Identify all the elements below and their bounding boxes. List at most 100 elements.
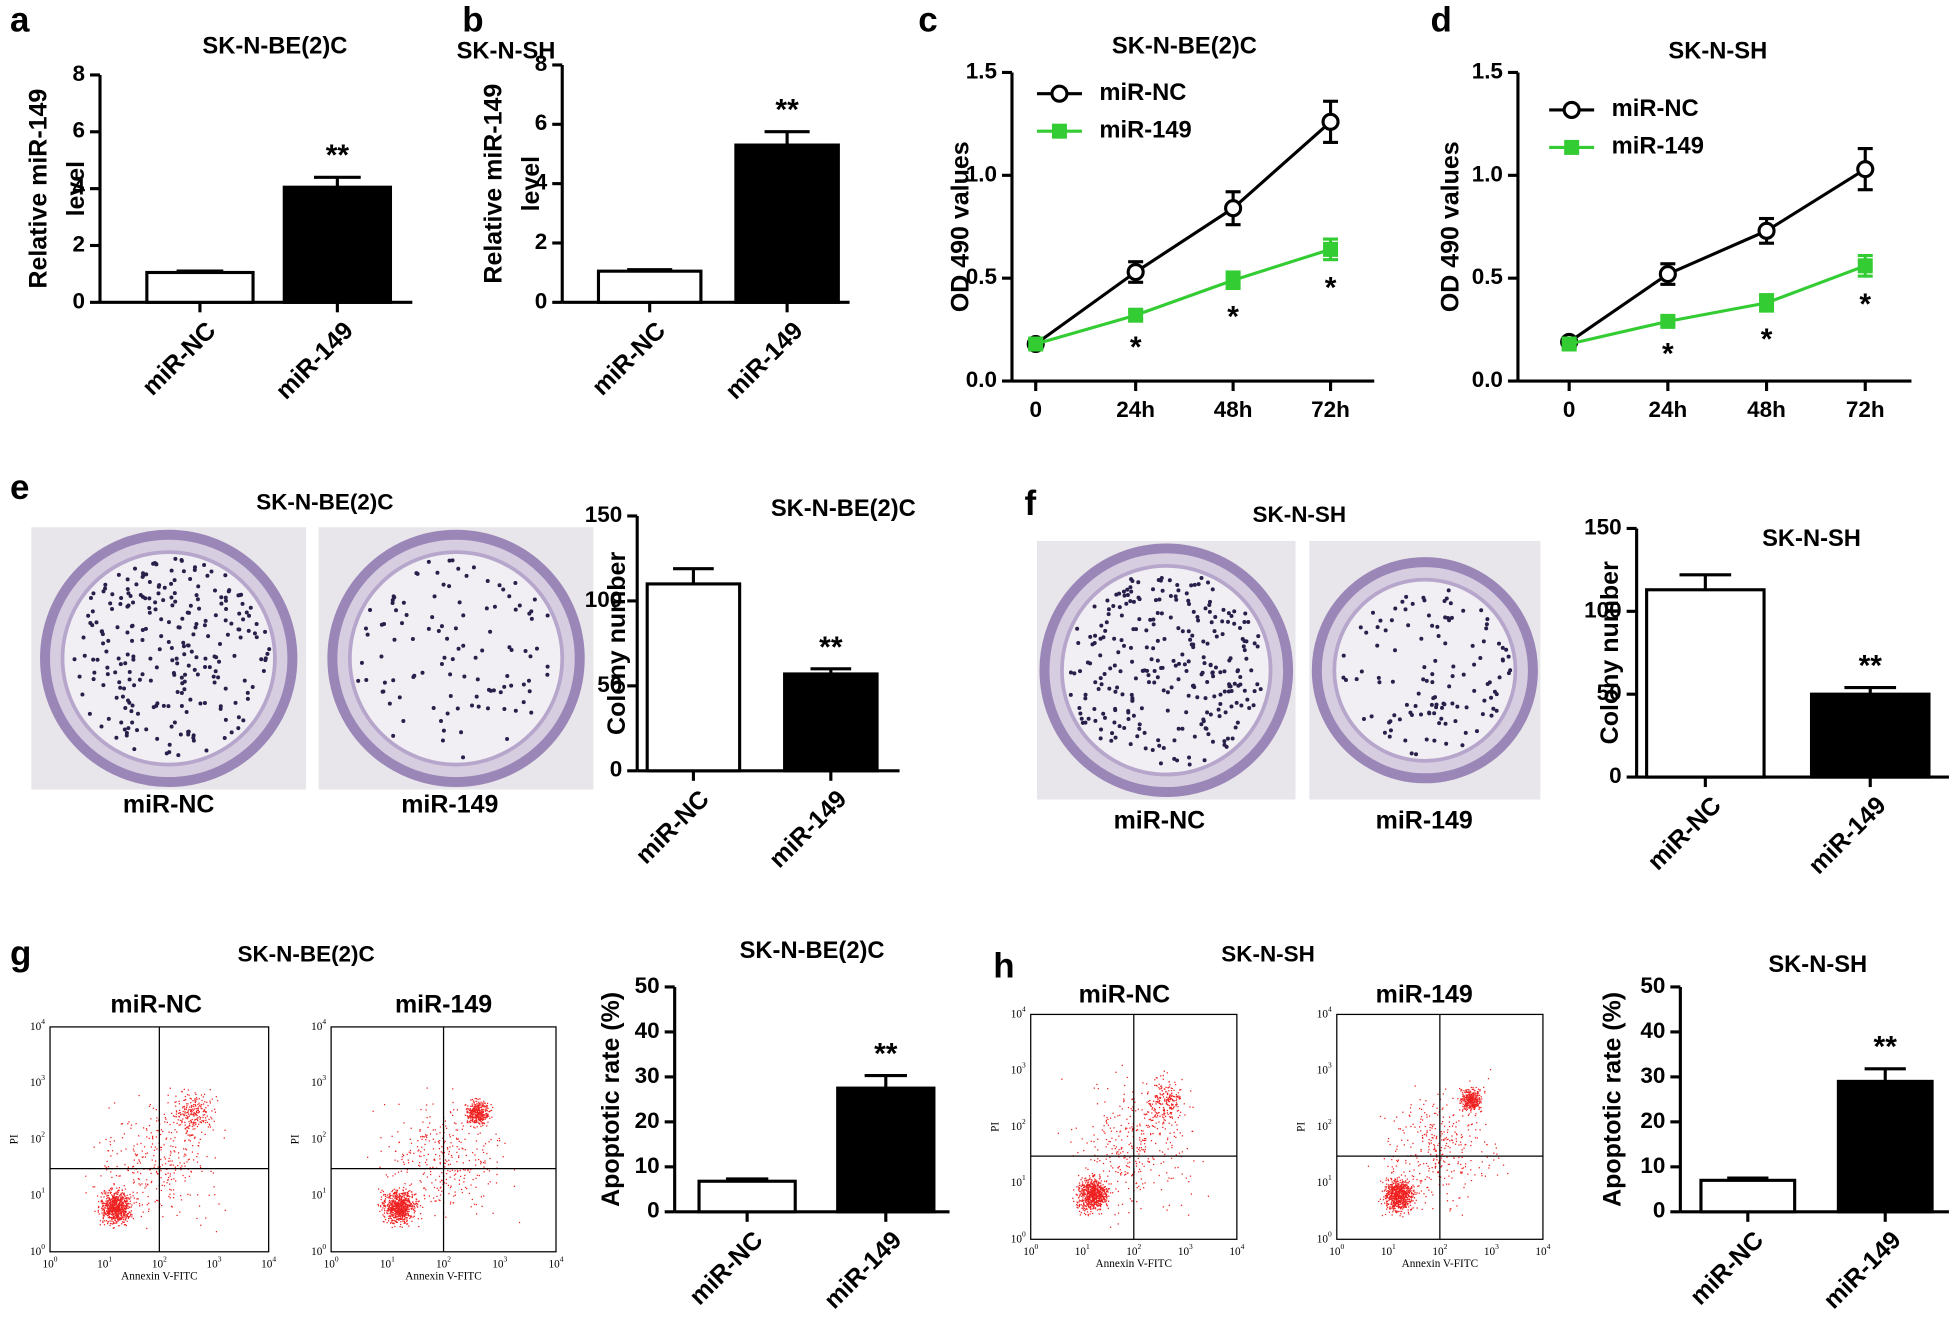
colony	[1199, 722, 1204, 727]
cell-dot	[1170, 1098, 1172, 1100]
cell-dot	[1102, 1188, 1104, 1190]
cell-dot	[107, 1197, 109, 1199]
cell-dot	[488, 1141, 490, 1143]
panel-letter: h	[993, 946, 1014, 985]
cell-dot	[1154, 1142, 1157, 1145]
cell-dot	[486, 1115, 489, 1118]
cell-dot	[416, 1146, 419, 1148]
cell-dot	[160, 1158, 162, 1161]
cell-dot	[1096, 1181, 1098, 1183]
cell-dot	[398, 1199, 400, 1202]
colony	[1137, 726, 1142, 731]
colony	[148, 678, 153, 683]
cell-dot	[116, 1193, 119, 1195]
colony	[1255, 644, 1260, 649]
cell-dot	[395, 1192, 398, 1195]
cell-dot	[112, 1212, 114, 1214]
cell-dot	[486, 1102, 489, 1105]
colony	[202, 623, 207, 628]
colony	[1450, 674, 1455, 679]
flow-x-tick-label: 100	[43, 1254, 58, 1270]
cell-dot	[423, 1172, 425, 1174]
colony	[1158, 761, 1163, 766]
cell-dot	[1402, 1189, 1404, 1191]
cell-dot	[112, 1207, 114, 1209]
cell-dot	[203, 1109, 205, 1111]
cell-dot	[1150, 1133, 1152, 1135]
cell-dot	[391, 1197, 393, 1200]
cell-dot	[1078, 1210, 1081, 1213]
cell-dot	[513, 1185, 515, 1187]
colony	[233, 700, 238, 705]
cell-dot	[188, 1125, 190, 1127]
cell-dot	[102, 1214, 104, 1216]
colony	[1255, 682, 1260, 687]
cell-dot	[409, 1138, 411, 1140]
cell-dot	[1107, 1175, 1109, 1177]
cell-dot	[1091, 1208, 1093, 1210]
colony	[100, 632, 105, 637]
colony	[1157, 597, 1162, 602]
cell-dot	[193, 1119, 196, 1121]
cell-dot	[1094, 1208, 1097, 1210]
cell-dot	[472, 1100, 475, 1102]
tick-base: 10	[152, 1258, 164, 1270]
colony	[188, 577, 193, 582]
cell-dot	[136, 1192, 138, 1194]
cell-dot	[106, 1207, 108, 1210]
panel-letter: a	[10, 1, 30, 40]
colony	[1212, 694, 1217, 699]
cell-dot	[1398, 1193, 1401, 1195]
panel-letter: e	[10, 468, 29, 507]
colony	[1117, 724, 1122, 729]
tick-base: 10	[1011, 1177, 1023, 1189]
cell-dot	[1078, 1204, 1081, 1207]
cell-dot	[170, 1145, 172, 1147]
colony	[1480, 712, 1485, 717]
tick-exponent: 3	[1022, 1060, 1026, 1069]
cell-dot	[1170, 1087, 1172, 1089]
cell-dot	[1173, 1096, 1176, 1098]
cell-dot	[1085, 1187, 1087, 1189]
cell-dot	[118, 1175, 120, 1177]
cell-dot	[165, 1118, 167, 1120]
cell-dot	[1085, 1198, 1087, 1200]
cell-dot	[1167, 1113, 1169, 1116]
cell-dot	[1083, 1192, 1085, 1195]
colony	[1096, 687, 1101, 692]
cell-dot	[183, 1162, 185, 1164]
cell-dot	[123, 1184, 125, 1187]
cell-dot	[452, 1088, 454, 1090]
cell-dot	[439, 1181, 441, 1183]
cell-dot	[111, 1198, 113, 1200]
colony	[1129, 692, 1134, 697]
cell-dot	[115, 1199, 118, 1201]
cell-dot	[170, 1178, 173, 1181]
colony	[119, 595, 124, 600]
colony	[459, 730, 464, 735]
cell-dot	[205, 1107, 207, 1109]
cell-dot	[395, 1210, 397, 1212]
cell-dot	[1134, 1101, 1136, 1103]
cell-dot	[103, 1189, 105, 1192]
cell-dot	[1404, 1186, 1407, 1188]
cell-dot	[178, 1100, 180, 1102]
cell-dot	[125, 1200, 127, 1202]
cell-dot	[1105, 1189, 1107, 1191]
cell-dot	[108, 1207, 111, 1209]
colony	[127, 700, 132, 705]
cell-dot	[458, 1155, 460, 1157]
cell-dot	[147, 1195, 149, 1198]
cell-dot	[98, 1213, 100, 1215]
cell-dot	[484, 1108, 487, 1110]
cell-dot	[443, 1162, 445, 1164]
cell-dot	[1092, 1203, 1094, 1205]
cell-dot	[1092, 1212, 1094, 1215]
cell-dot	[393, 1219, 395, 1221]
cell-dot	[111, 1150, 114, 1152]
colony	[1442, 702, 1447, 707]
colony	[1382, 730, 1387, 735]
cell-dot	[1137, 1157, 1139, 1160]
colony	[135, 728, 140, 733]
cell-dot	[104, 1212, 106, 1214]
